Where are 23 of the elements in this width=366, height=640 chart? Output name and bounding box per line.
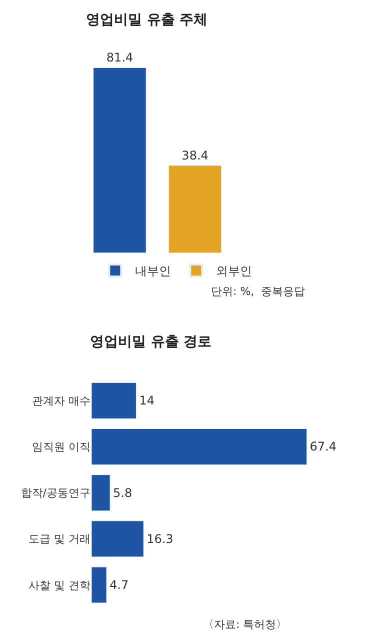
data-label: 81.4 xyxy=(106,50,134,65)
y-tick-label: 도급 및 거래 xyxy=(28,532,90,546)
data-label: 4.7 xyxy=(110,578,129,592)
bar xyxy=(92,428,308,465)
y-tick-label: 관계자 매수 xyxy=(32,394,90,408)
text: 단위: %, 중복응답 xyxy=(211,285,306,298)
data-label: 5.8 xyxy=(113,486,132,500)
bar xyxy=(92,520,144,558)
data-label: 14 xyxy=(139,394,154,408)
bar xyxy=(92,566,107,604)
data-label: 67.4 xyxy=(310,440,337,454)
data-label: 16.3 xyxy=(146,532,174,546)
bar xyxy=(92,382,136,419)
legend-label: 내부인 xyxy=(135,264,172,278)
chart-title: 영업비밀 유출 경로 xyxy=(90,334,212,350)
y-tick-label: 합작/공동연구 xyxy=(20,486,90,500)
y-tick-label: 임직원 이직 xyxy=(32,440,90,454)
legend-label: 외부인 xyxy=(216,264,252,278)
data-label: 38.4 xyxy=(182,148,208,162)
text: 〈자료: 특허청〉 xyxy=(203,618,288,631)
y-tick-label: 사찰 및 견학 xyxy=(28,578,90,592)
bar xyxy=(92,474,110,512)
chart-title: 영업비밀 유출 주체 xyxy=(86,12,208,28)
